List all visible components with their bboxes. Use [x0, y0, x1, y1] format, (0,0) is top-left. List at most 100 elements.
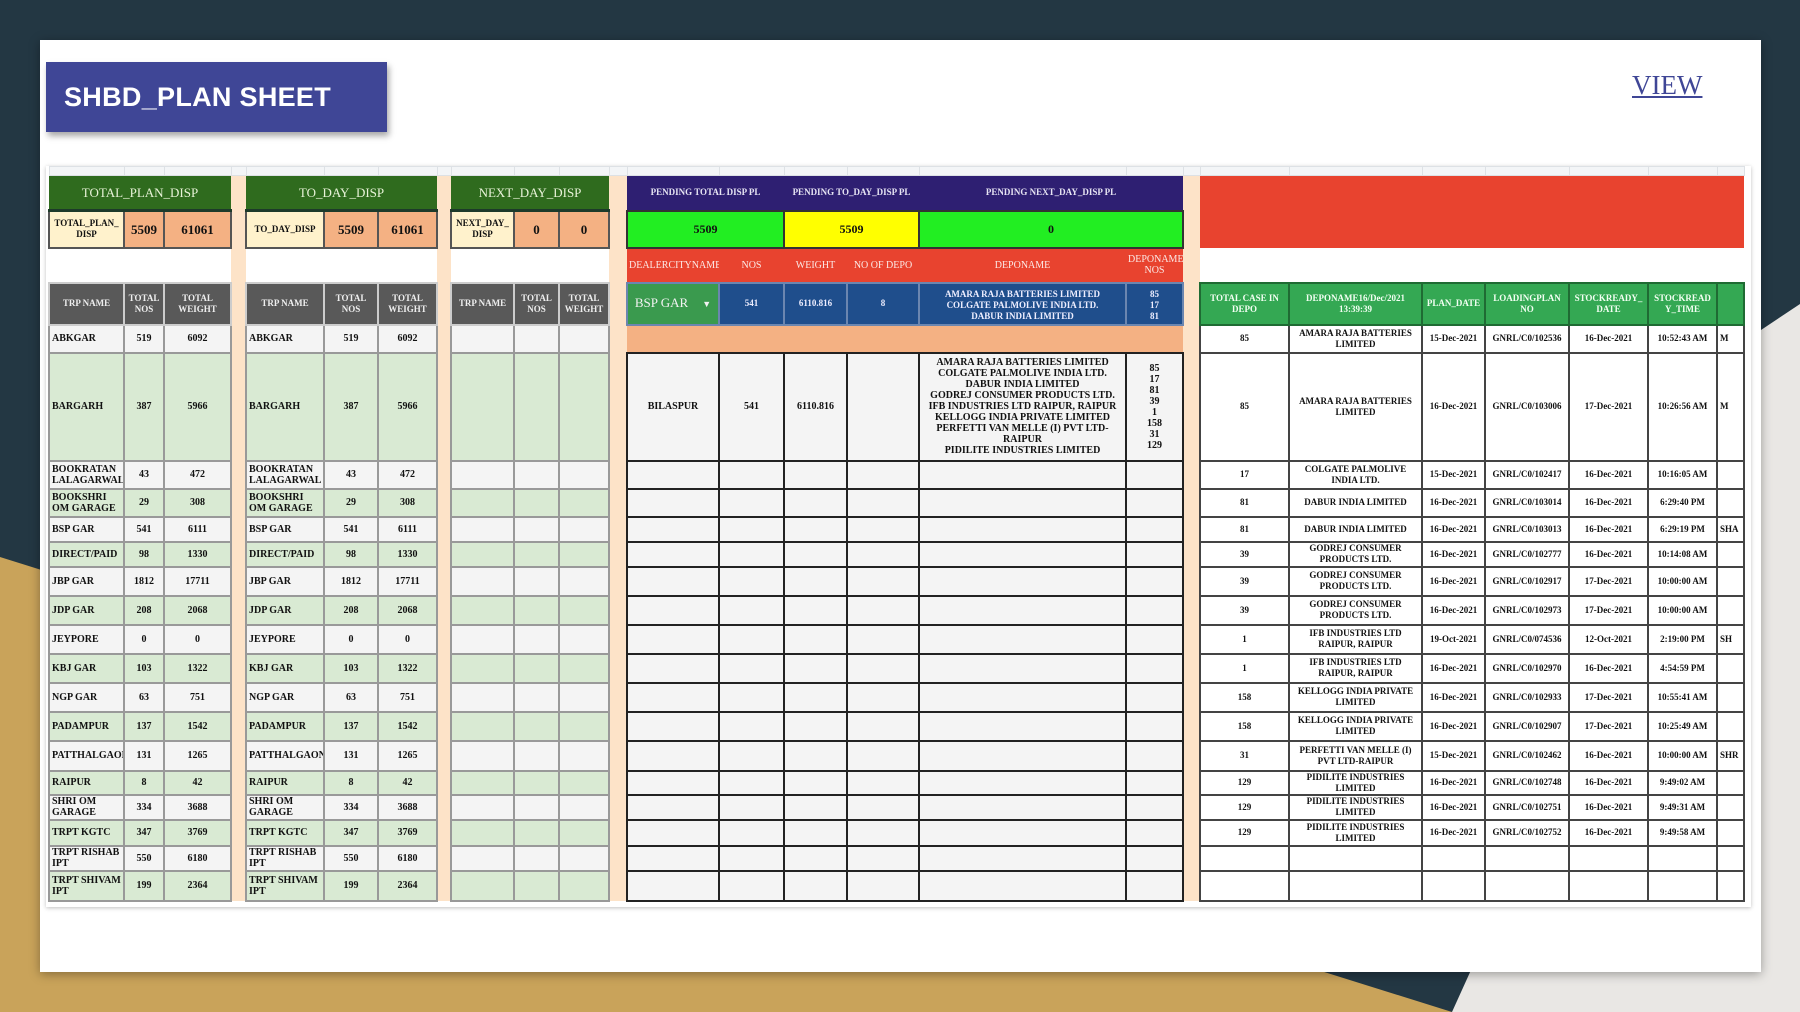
- total-weight-cell[interactable]: 751: [163, 681, 232, 713]
- total-weight-cell[interactable]: 0: [163, 623, 232, 655]
- depot-cell[interactable]: 129: [1199, 818, 1290, 847]
- pending-empty-cell[interactable]: [918, 594, 1127, 626]
- pending-empty-cell[interactable]: [626, 459, 720, 490]
- total-nos-cell[interactable]: [513, 739, 560, 772]
- pending-empty-cell[interactable]: [846, 487, 920, 518]
- pending-empty-cell[interactable]: [783, 565, 848, 597]
- pending-empty-cell[interactable]: [783, 540, 848, 568]
- depot-cell[interactable]: 16-Dec-2021: [1421, 540, 1486, 568]
- depot-cell[interactable]: GNRL/C0/103006: [1484, 351, 1570, 462]
- pending-empty-cell[interactable]: [846, 793, 920, 821]
- trp-name-cell[interactable]: BOOKSHRI OM GARAGE: [245, 487, 325, 518]
- pending-empty-cell[interactable]: [846, 594, 920, 626]
- total-weight-cell[interactable]: [558, 710, 610, 742]
- pending-empty-cell[interactable]: [626, 652, 720, 684]
- trp-name-cell[interactable]: [450, 623, 515, 655]
- total-weight-cell[interactable]: 17711: [377, 565, 438, 597]
- pending-empty-cell[interactable]: [846, 844, 920, 872]
- total-weight-cell[interactable]: 1330: [163, 540, 232, 568]
- pending-empty-cell[interactable]: [1125, 540, 1184, 568]
- depot-cell[interactable]: [1716, 652, 1745, 684]
- pending-empty-cell[interactable]: [718, 459, 785, 490]
- total-weight-cell[interactable]: 308: [377, 487, 438, 518]
- total-nos-cell[interactable]: [513, 869, 560, 902]
- depot-cell[interactable]: GNRL/C0/102752: [1484, 818, 1570, 847]
- depot-cell[interactable]: 17-Dec-2021: [1568, 351, 1649, 462]
- pending-empty-cell[interactable]: [846, 818, 920, 847]
- pending-empty-cell[interactable]: [718, 681, 785, 713]
- total-nos-cell[interactable]: 29: [323, 487, 379, 518]
- pending-empty-cell[interactable]: [718, 793, 785, 821]
- pending-empty-cell[interactable]: [783, 710, 848, 742]
- total-nos-cell[interactable]: 103: [323, 652, 379, 684]
- depot-cell[interactable]: 129: [1199, 769, 1290, 796]
- total-nos-cell[interactable]: 334: [123, 793, 165, 821]
- pending-empty-cell[interactable]: [1125, 459, 1184, 490]
- trp-name-cell[interactable]: DIRECT/PAID: [245, 540, 325, 568]
- trp-name-cell[interactable]: JEYPORE: [48, 623, 125, 655]
- depot-cell[interactable]: 6:29:40 PM: [1647, 487, 1718, 518]
- trp-name-cell[interactable]: BSP GAR: [48, 515, 125, 543]
- trp-name-cell[interactable]: PADAMPUR: [48, 710, 125, 742]
- pending-empty-cell[interactable]: [918, 769, 1127, 796]
- pending-empty-cell[interactable]: [918, 487, 1127, 518]
- total-weight-cell[interactable]: 6180: [377, 844, 438, 872]
- total-weight-cell[interactable]: [558, 459, 610, 490]
- total-nos-cell[interactable]: [513, 769, 560, 796]
- pending-empty-cell[interactable]: [918, 652, 1127, 684]
- depot-cell[interactable]: GNRL/C0/102748: [1484, 769, 1570, 796]
- depot-cell[interactable]: 1: [1199, 623, 1290, 655]
- total-weight-cell[interactable]: 472: [377, 459, 438, 490]
- trp-name-cell[interactable]: PATTHALGAON: [245, 739, 325, 772]
- pending-empty-cell[interactable]: [1125, 594, 1184, 626]
- trp-name-cell[interactable]: [450, 818, 515, 847]
- total-weight-cell[interactable]: 751: [377, 681, 438, 713]
- total-weight-cell[interactable]: 1542: [163, 710, 232, 742]
- depot-cell[interactable]: 10:14:08 AM: [1647, 540, 1718, 568]
- trp-name-cell[interactable]: KBJ GAR: [48, 652, 125, 684]
- pending-empty-cell[interactable]: [783, 793, 848, 821]
- depot-cell[interactable]: 81: [1199, 487, 1290, 518]
- depot-cell[interactable]: 158: [1199, 681, 1290, 713]
- pending-empty-cell[interactable]: [783, 844, 848, 872]
- depot-cell[interactable]: 1: [1199, 652, 1290, 684]
- total-weight-cell[interactable]: 2364: [377, 869, 438, 902]
- trp-name-cell[interactable]: [450, 323, 515, 354]
- depot-cell[interactable]: PIDILITE INDUSTRIES LIMITED: [1288, 793, 1423, 821]
- total-nos-cell[interactable]: 137: [323, 710, 379, 742]
- depot-cell[interactable]: 16-Dec-2021: [1421, 487, 1486, 518]
- total-nos-cell[interactable]: 208: [323, 594, 379, 626]
- depot-cell[interactable]: GNRL/C0/103014: [1484, 487, 1570, 518]
- trp-name-cell[interactable]: TRPT SHIVAM IPT: [245, 869, 325, 902]
- pending-empty-cell[interactable]: [846, 623, 920, 655]
- total-weight-cell[interactable]: 3769: [163, 818, 232, 847]
- total-weight-cell[interactable]: [558, 681, 610, 713]
- total-weight-cell[interactable]: 1265: [163, 739, 232, 772]
- total-nos-cell[interactable]: 387: [323, 351, 379, 462]
- total-weight-cell[interactable]: [558, 623, 610, 655]
- total-weight-cell[interactable]: 17711: [163, 565, 232, 597]
- depot-cell[interactable]: GNRL/C0/102536: [1484, 323, 1570, 354]
- pending-empty-cell[interactable]: [918, 818, 1127, 847]
- pending-empty-cell[interactable]: [846, 710, 920, 742]
- total-weight-cell[interactable]: 1330: [377, 540, 438, 568]
- trp-name-cell[interactable]: [450, 681, 515, 713]
- depot-cell[interactable]: GNRL/C0/103013: [1484, 515, 1570, 543]
- depot-cell[interactable]: 16-Dec-2021: [1421, 351, 1486, 462]
- trp-name-cell[interactable]: [450, 844, 515, 872]
- pending-empty-cell[interactable]: [718, 594, 785, 626]
- depot-cell[interactable]: [1716, 793, 1745, 821]
- trp-name-cell[interactable]: [450, 739, 515, 772]
- depot-cell[interactable]: [1716, 459, 1745, 490]
- total-weight-cell[interactable]: 2364: [163, 869, 232, 902]
- depot-cell[interactable]: 16-Dec-2021: [1421, 515, 1486, 543]
- depot-cell[interactable]: 10:25:49 AM: [1647, 710, 1718, 742]
- pending-empty-cell[interactable]: [718, 623, 785, 655]
- pending-empty-cell[interactable]: [626, 594, 720, 626]
- pending-empty-cell[interactable]: [626, 869, 720, 902]
- pending-empty-cell[interactable]: [918, 844, 1127, 872]
- trp-name-cell[interactable]: NGP GAR: [48, 681, 125, 713]
- depot-cell[interactable]: 16-Dec-2021: [1568, 323, 1649, 354]
- chevron-down-icon[interactable]: ▼: [702, 299, 712, 309]
- pending-empty-cell[interactable]: [1125, 710, 1184, 742]
